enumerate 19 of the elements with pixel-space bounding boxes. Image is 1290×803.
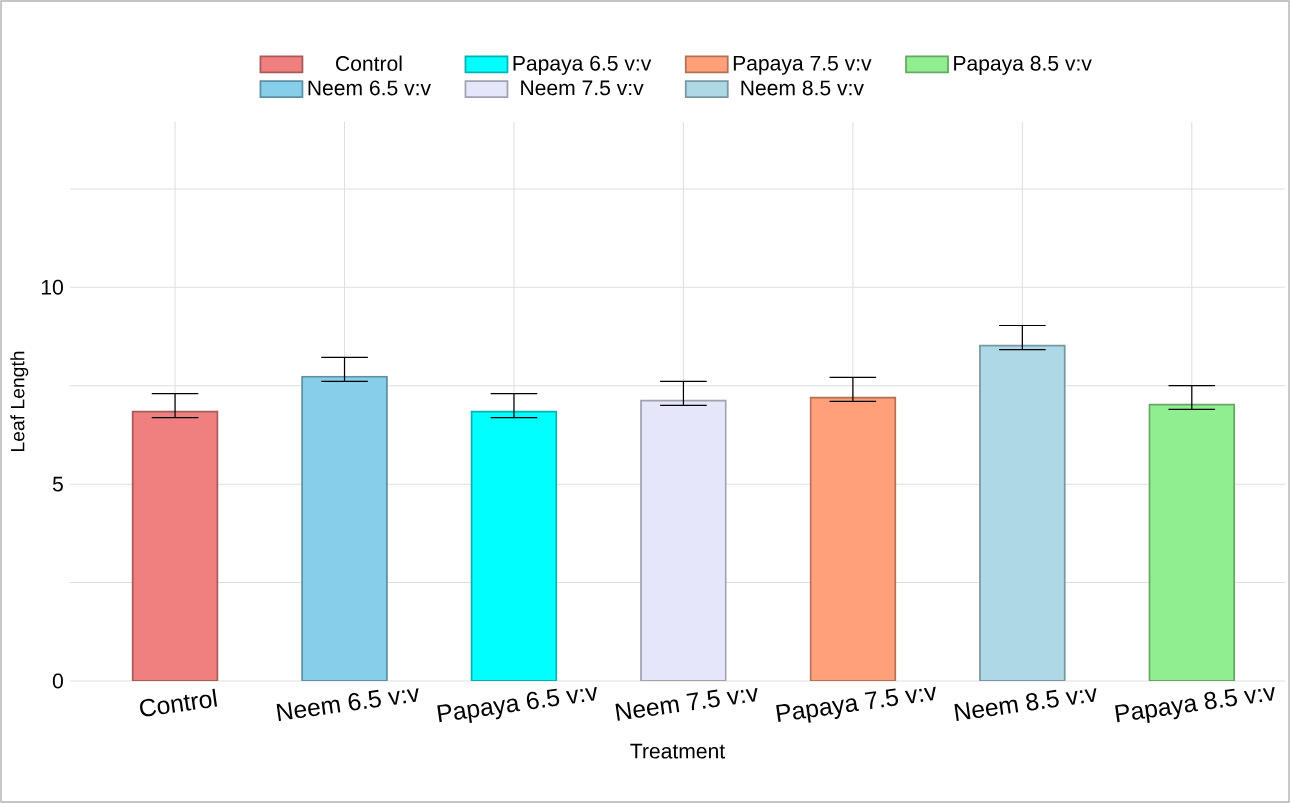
legend-label: Papaya 7.5 v:v: [733, 55, 872, 75]
y-tick-label: 0: [52, 673, 63, 689]
x-tick-label: Neem 7.5 v:v: [615, 687, 758, 721]
y-tick-label: 10: [41, 279, 63, 295]
x-tick-label: Papaya 8.5 v:v: [1115, 686, 1275, 724]
legend-label: Neem 7.5 v:v: [521, 80, 644, 96]
x-tick-label: Control: [140, 688, 218, 717]
legend-label: Control: [336, 55, 402, 72]
x-axis-title: Treatment: [630, 743, 725, 759]
legend-label: Neem 6.5 v:v: [308, 80, 431, 96]
x-tick-label: Neem 8.5 v:v: [954, 688, 1097, 721]
legend-label: Papaya 6.5 v:v: [513, 55, 652, 75]
y-tick-label: 5: [52, 476, 63, 492]
x-tick-label: Papaya 6.5 v:v: [437, 686, 597, 724]
legend-label: Neem 8.5 v:v: [741, 80, 864, 96]
y-axis-title: Leaf Length: [10, 351, 29, 451]
legend-label: Papaya 8.5 v:v: [954, 55, 1092, 75]
x-tick-label: Neem 6.5 v:v: [276, 688, 419, 721]
x-tick-label: Papaya 7.5 v:v: [776, 686, 936, 723]
